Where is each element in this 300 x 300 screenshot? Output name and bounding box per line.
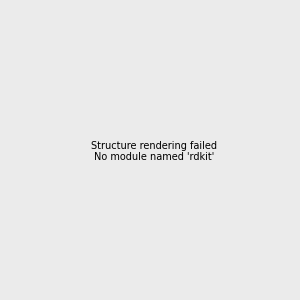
Text: Structure rendering failed
No module named 'rdkit': Structure rendering failed No module nam…	[91, 141, 217, 162]
